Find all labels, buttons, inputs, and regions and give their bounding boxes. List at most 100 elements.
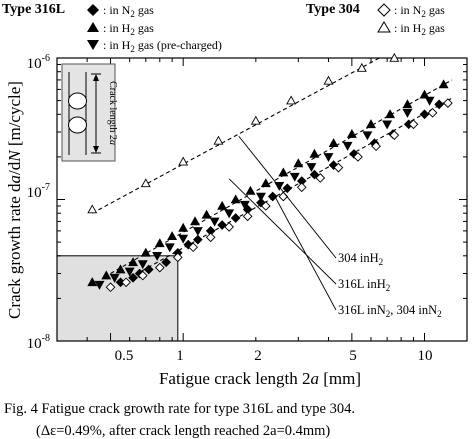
data-point-series-4 — [389, 52, 400, 62]
legend-title-304: Type 304 — [306, 2, 360, 17]
data-point-series-3 — [333, 162, 344, 173]
legend-marker-316L-h2-precharged — [87, 40, 99, 50]
data-point-series-2 — [289, 172, 300, 182]
data-point-series-4 — [178, 156, 189, 166]
data-point-series-1 — [309, 148, 320, 158]
data-point-series-1 — [167, 231, 178, 241]
data-point-series-2 — [178, 234, 189, 244]
data-point-series-1 — [419, 89, 430, 99]
data-point-series-1 — [217, 200, 228, 210]
y-tick-label-1e-6: 10-6 — [27, 53, 50, 72]
data-point-series-1 — [385, 109, 396, 119]
legend-title-316L: Type 316L — [2, 2, 65, 17]
data-point-series-3 — [443, 98, 453, 108]
data-point-series-1 — [293, 158, 304, 168]
data-point-series-2 — [306, 163, 317, 173]
annotation-316L-304-n2: 316L inN2, 304 inN2 — [338, 303, 442, 319]
data-point-series-3 — [296, 182, 307, 193]
legend-marker-316L-h2 — [87, 22, 99, 32]
data-point-series-1 — [128, 257, 139, 267]
data-point-series-0 — [419, 109, 430, 120]
data-point-series-4 — [356, 62, 367, 72]
data-point-series-2 — [255, 192, 266, 202]
legend-marker-304-n2 — [377, 3, 391, 17]
data-point-series-3 — [205, 232, 216, 243]
data-point-series-3 — [242, 211, 253, 222]
data-point-series-2 — [109, 273, 120, 283]
data-point-series-1 — [87, 277, 98, 287]
data-point-series-3 — [105, 282, 116, 293]
data-point-series-4 — [250, 115, 261, 125]
annotation-316L-h2: 316L inH2 — [338, 277, 390, 293]
x-tick-label-1: 1 — [176, 348, 184, 364]
data-point-series-3 — [260, 201, 271, 211]
annotation-leader-0 — [238, 135, 337, 259]
data-point-series-0 — [282, 183, 293, 194]
data-point-series-2 — [402, 108, 413, 118]
annotation-leader-2 — [274, 196, 337, 311]
data-point-series-0 — [143, 264, 154, 275]
data-point-series-1 — [201, 209, 212, 219]
data-point-series-3 — [371, 141, 381, 152]
data-point-series-2 — [209, 217, 220, 227]
data-point-series-0 — [309, 169, 320, 180]
x-tick-label-10: 10 — [418, 348, 433, 364]
data-point-series-2 — [224, 209, 235, 219]
data-point-series-2 — [323, 153, 334, 163]
data-point-series-4 — [323, 75, 334, 85]
data-point-series-1 — [230, 194, 241, 204]
x-tick-label-2: 2 — [254, 348, 262, 364]
fit-line-0 — [92, 57, 380, 214]
data-point-series-4 — [140, 178, 151, 188]
data-point-series-1 — [140, 247, 151, 257]
data-point-series-3 — [121, 277, 131, 288]
data-point-series-0 — [192, 234, 203, 245]
data-point-series-2 — [137, 260, 148, 270]
legend-label-304-n2: : in N2 gas — [394, 3, 445, 19]
data-point-series-0 — [328, 160, 339, 170]
data-point-series-2 — [362, 131, 373, 141]
data-point-series-4 — [87, 204, 98, 214]
annotation-304-h2: 304 inH2 — [338, 251, 383, 267]
data-point-series-3 — [172, 252, 183, 263]
data-point-series-4 — [286, 95, 297, 105]
data-points — [87, 52, 453, 293]
data-point-series-0 — [217, 220, 227, 230]
data-point-series-2 — [239, 200, 250, 210]
data-point-series-2 — [424, 96, 435, 106]
data-point-series-4 — [213, 135, 224, 145]
data-point-series-3 — [154, 262, 165, 273]
y-axis-title: Crack growth rate da/dN [m/cycle] — [5, 81, 24, 319]
data-point-series-2 — [342, 141, 353, 151]
data-point-series-3 — [315, 173, 326, 183]
data-point-series-3 — [353, 152, 363, 162]
data-point-series-3 — [278, 191, 289, 202]
data-point-series-0 — [128, 272, 138, 283]
data-point-series-3 — [137, 270, 148, 281]
data-point-series-3 — [188, 242, 199, 253]
data-point-series-1 — [402, 99, 413, 109]
data-point-series-3 — [427, 107, 438, 118]
data-point-series-0 — [434, 99, 444, 110]
fit-line-1 — [110, 79, 453, 274]
data-point-series-2 — [382, 120, 393, 130]
data-point-series-1 — [260, 178, 271, 188]
data-point-series-2 — [192, 227, 203, 237]
data-point-series-0 — [267, 191, 278, 202]
data-point-series-2 — [124, 267, 135, 277]
legend-label-316L-h2: : in H2 gas — [103, 21, 154, 37]
legend-marker-316L-n2 — [87, 4, 99, 16]
inset-crack-length-label: Crack length 2a — [107, 81, 118, 145]
data-point-series-1 — [328, 138, 339, 148]
y-tick-label-1e-7: 10-7 — [27, 182, 50, 201]
data-point-series-1 — [245, 185, 256, 195]
y-tick-label-1e-8: 10-8 — [27, 333, 50, 352]
data-point-series-3 — [408, 119, 419, 130]
axis-ticks — [56, 57, 467, 342]
data-point-series-1 — [366, 119, 376, 129]
x-tick-label-5: 5 — [349, 348, 357, 364]
legend-label-316L-h2-precharged: : in H2 gas (pre-charged) — [103, 38, 222, 54]
specimen-inset: Crack length 2a — [61, 63, 118, 162]
annotation-leader-1 — [228, 178, 337, 285]
data-point-series-1 — [154, 238, 165, 248]
